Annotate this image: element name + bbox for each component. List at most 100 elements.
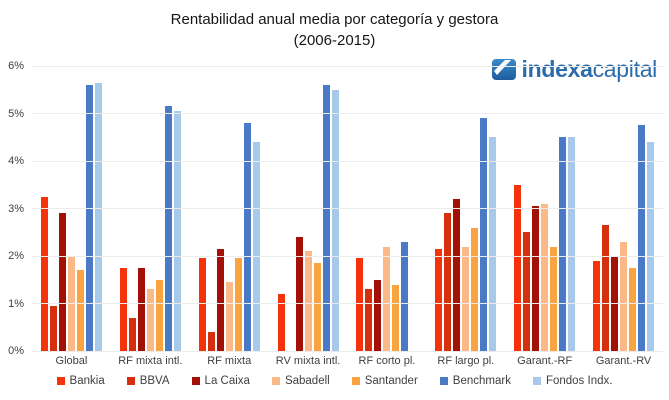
bar-benchmark-rv-mixta-intl- — [322, 85, 330, 351]
legend: Bankia BBVA La Caixa Sabadell Santander Bench… — [0, 375, 669, 387]
x-axis-labels: Global RF mixta intl. RF mixta RV mixta int… — [32, 355, 663, 367]
chart-title-line1: Rentabilidad anual media por categoría y… — [170, 11, 499, 28]
legend-label-bbva: BBVA — [139, 375, 170, 387]
legend-swatch-sabadell — [271, 377, 280, 385]
bar-bankia-garant-rv — [593, 260, 601, 351]
x-label-garant-rf: Garant.-RF — [517, 355, 573, 367]
legend-label-santander: Santander — [364, 375, 418, 387]
legend-label-sabadell: Sabadell — [284, 375, 330, 387]
plot-area — [32, 65, 663, 352]
bar-group-rv-mixta-intl- — [269, 66, 348, 351]
bar-fondos-indx--garant-rv — [647, 142, 655, 351]
legend-label-la-caixa: La Caixa — [204, 375, 250, 387]
bar-sabadell-rf-largo-pl- — [462, 246, 470, 351]
x-label-rf-largo-pl-: RF largo pl. — [437, 355, 495, 367]
bar-fondos-indx--garant-rf — [568, 137, 576, 351]
bar-bankia-rv-mixta-intl- — [277, 294, 285, 351]
y-tick-label-6: 6% — [8, 60, 24, 72]
bar-group-rf-largo-pl- — [426, 66, 505, 351]
legend-swatch-benchmark — [439, 377, 448, 385]
y-tick-label-4: 4% — [8, 155, 24, 167]
legend-swatch-la-caixa — [191, 377, 200, 385]
legend-item-sabadell: Sabadell — [271, 375, 330, 387]
bar-santander-garant-rv — [629, 267, 637, 351]
bar-santander-garant-rf — [550, 246, 558, 351]
bar-santander-rf-largo-pl- — [471, 227, 479, 351]
gridline-3 — [32, 208, 663, 209]
y-tick-label-2: 2% — [8, 250, 24, 262]
x-label-global: Global — [55, 355, 88, 367]
bar-santander-rf-mixta — [234, 258, 242, 351]
bar-fondos-indx--rv-mixta-intl- — [331, 89, 339, 351]
gridline-4 — [32, 160, 663, 162]
bar-sabadell-rf-mixta — [225, 282, 233, 351]
bar-group-rf-mixta-intl- — [111, 66, 190, 351]
gridline-2 — [32, 255, 663, 257]
bar-santander-global — [76, 270, 84, 351]
legend-label-benchmark: Benchmark — [452, 375, 511, 387]
bar-bankia-garant-rf — [514, 184, 522, 351]
legend-item-benchmark: Benchmark — [439, 375, 511, 387]
bar-group-rf-mixta — [190, 66, 269, 351]
chart-title: Rentabilidad anual media por categoría y… — [0, 9, 669, 51]
bar-bbva-garant-rf — [523, 232, 531, 351]
legend-item-fondos-indx-: Fondos Indx. — [532, 375, 613, 387]
bar-benchmark-garant-rf — [559, 137, 567, 351]
bar-benchmark-global — [85, 85, 93, 351]
gridline-5 — [32, 113, 663, 114]
bar-bankia-rf-mixta-intl- — [119, 267, 127, 351]
gridline-1 — [32, 303, 663, 305]
y-tick-label-5: 5% — [8, 107, 24, 120]
bar-benchmark-rf-corto-pl- — [401, 241, 409, 351]
bar-la-caixa-rf-mixta-intl- — [137, 267, 145, 351]
bar-benchmark-garant-rv — [638, 125, 646, 351]
bar-sabadell-rf-mixta-intl- — [146, 289, 154, 351]
bar-groups — [32, 66, 663, 351]
bar-sabadell-rf-corto-pl- — [383, 246, 391, 351]
legend-label-bankia: Bankia — [69, 375, 105, 387]
bar-fondos-indx--rf-largo-pl- — [489, 137, 497, 351]
legend-label-fondos-indx-: Fondos Indx. — [545, 375, 613, 387]
logo-text-capital: capital — [592, 56, 658, 82]
bar-la-caixa-rf-largo-pl- — [453, 199, 461, 351]
bar-bbva-global — [49, 305, 57, 351]
logo-wordmark: indexacapital — [521, 56, 658, 83]
bar-fondos-indx--global — [94, 82, 102, 351]
bar-sabadell-garant-rf — [541, 203, 549, 351]
x-label-rv-mixta-intl-: RV mixta intl. — [275, 355, 341, 367]
bar-la-caixa-rf-corto-pl- — [374, 279, 382, 351]
bar-sabadell-garant-rv — [620, 241, 628, 351]
bar-benchmark-rf-mixta-intl- — [164, 106, 172, 351]
legend-item-santander: Santander — [351, 375, 418, 387]
bar-la-caixa-garant-rf — [532, 206, 540, 351]
y-tick-label-1: 1% — [8, 297, 24, 310]
indexa-logo-icon — [491, 58, 522, 81]
x-label-garant-rv: Garant.-RV — [595, 355, 652, 367]
bar-bankia-rf-largo-pl- — [435, 248, 443, 351]
bar-la-caixa-global — [58, 213, 66, 351]
bar-sabadell-rv-mixta-intl- — [304, 251, 312, 351]
legend-swatch-bankia — [56, 377, 65, 385]
bar-group-rf-corto-pl- — [348, 66, 427, 351]
bar-fondos-indx--rf-mixta — [252, 142, 260, 351]
bar-bbva-garant-rv — [602, 225, 610, 351]
bar-bbva-rf-corto-pl- — [365, 289, 373, 351]
x-label-rf-mixta: RF mixta — [207, 355, 252, 367]
bar-santander-rf-corto-pl- — [392, 284, 400, 351]
indexa-capital-logo: indexacapital — [491, 56, 658, 83]
logo-text-indexa: indexa — [521, 56, 593, 82]
legend-swatch-fondos-indx- — [532, 377, 541, 385]
y-axis: 0% 1% 2% 3% 4% 5% 6% — [0, 60, 26, 357]
y-tick-label-3: 3% — [8, 202, 24, 215]
legend-swatch-bbva — [126, 377, 135, 385]
bar-santander-rf-mixta-intl- — [155, 279, 163, 351]
legend-item-bankia: Bankia — [56, 375, 105, 387]
bar-la-caixa-rv-mixta-intl- — [295, 237, 303, 351]
legend-item-bbva: BBVA — [126, 375, 170, 387]
bar-bankia-rf-corto-pl- — [356, 258, 364, 351]
bar-benchmark-rf-mixta — [243, 123, 251, 351]
gridline-6 — [32, 65, 663, 67]
bar-bbva-rf-mixta — [207, 332, 215, 351]
bar-santander-rv-mixta-intl- — [313, 263, 321, 351]
